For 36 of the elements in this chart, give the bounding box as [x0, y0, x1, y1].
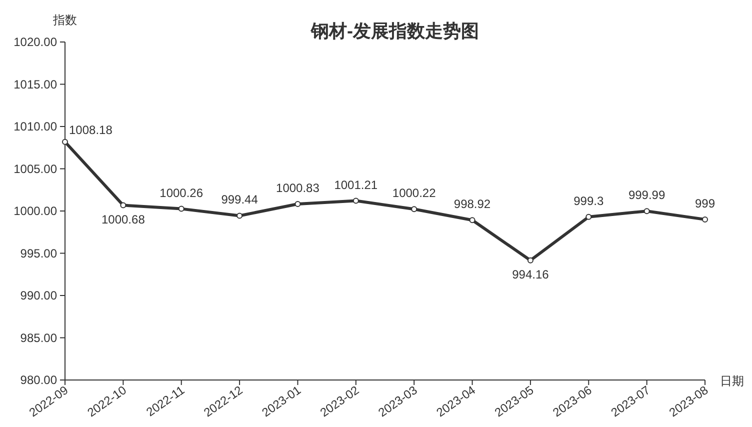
data-label: 994.16: [512, 267, 550, 282]
point: [236, 212, 243, 219]
data-label: 999.99: [628, 188, 666, 202]
data-label: 1000.68: [101, 212, 146, 226]
point: [178, 206, 184, 212]
point: [352, 198, 359, 204]
data-label: 1000.83: [276, 180, 320, 195]
data-label: 999.3: [574, 194, 604, 208]
point: [120, 202, 126, 208]
y-tick-label: 1010.00: [14, 120, 58, 134]
data-label: 1000.26: [160, 186, 204, 200]
point: [411, 206, 418, 212]
y-tick-label: 1015.00: [14, 77, 58, 92]
data-label: 1000.22: [392, 186, 436, 200]
y-tick-label: 1000.00: [14, 204, 58, 218]
data-label: 1008.18: [69, 122, 113, 137]
y-axis-title: 指数: [52, 13, 77, 27]
y-tick-label: 995.00: [20, 246, 58, 260]
x-axis-title: 日期: [720, 374, 744, 388]
point: [527, 257, 534, 264]
chart-title: 钢材-发展指数走势图: [310, 21, 479, 41]
y-tick-label: 1005.00: [14, 162, 58, 176]
data-label: 998.92: [454, 197, 491, 212]
data-label: 1001.21: [334, 178, 378, 192]
point: [702, 216, 708, 222]
point: [469, 217, 476, 224]
y-tick-label: 1020.00: [14, 35, 58, 49]
y-tick-label: 990.00: [20, 288, 58, 302]
data-label: 999: [694, 196, 716, 210]
point: [62, 138, 68, 145]
point: [586, 214, 592, 220]
y-tick-label: 985.00: [20, 330, 58, 345]
data-label: 999.44: [221, 192, 258, 207]
point: [294, 200, 301, 207]
point: [644, 208, 650, 214]
y-tick-label: 980.00: [20, 373, 58, 387]
